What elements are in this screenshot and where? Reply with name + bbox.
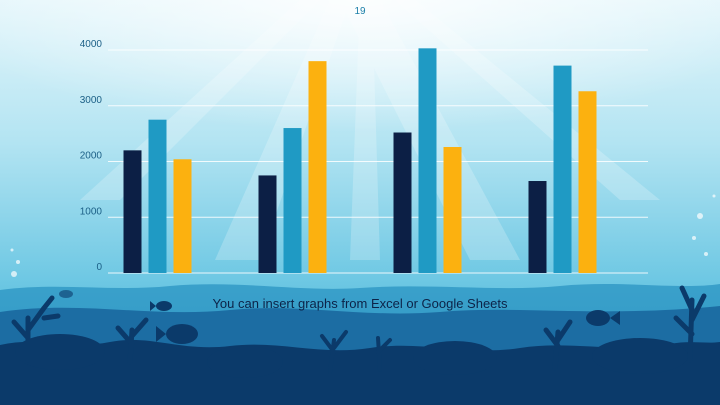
y-tick-label: 0 <box>96 262 102 273</box>
bar-series-2-group-2 <box>283 128 302 273</box>
chart-bars <box>123 48 597 274</box>
bar-series-3-group-2 <box>308 61 327 274</box>
y-tick-label: 1000 <box>80 206 103 217</box>
coral-right <box>543 285 707 371</box>
bar-series-3-group-3 <box>443 147 462 273</box>
slide-caption: You can insert graphs from Excel or Goog… <box>212 296 508 311</box>
bar-series-3-group-4 <box>578 91 597 273</box>
y-axis: 0 1000 2000 3000 4000 <box>80 39 103 273</box>
coral-left <box>11 295 149 365</box>
bar-series-2-group-3 <box>418 48 437 273</box>
fish <box>59 290 620 344</box>
bar-series-1-group-3 <box>393 132 412 273</box>
bar-series-3-group-1 <box>173 159 192 273</box>
bar-series-2-group-4 <box>553 65 572 273</box>
bar-series-1-group-2 <box>258 175 277 273</box>
rocks <box>15 334 688 378</box>
y-tick-label: 3000 <box>80 95 103 106</box>
bar-series-1-group-1 <box>123 150 142 273</box>
page-number: 19 <box>354 6 366 17</box>
y-tick-label: 4000 <box>80 39 103 50</box>
y-tick-label: 2000 <box>80 151 103 162</box>
bar-series-2-group-1 <box>148 119 167 273</box>
bar-series-1-group-4 <box>528 181 547 273</box>
bubbles <box>10 194 716 277</box>
coral-center <box>320 330 392 374</box>
